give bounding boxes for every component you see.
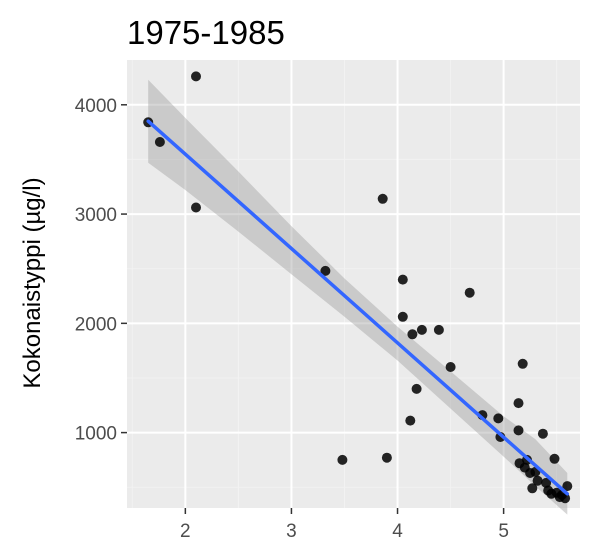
data-point <box>405 415 416 426</box>
data-point <box>381 452 392 463</box>
data-point <box>191 202 201 213</box>
data-point <box>433 324 444 335</box>
x-tick-label: 3 <box>286 521 297 542</box>
data-point <box>397 274 408 285</box>
data-point <box>464 287 475 298</box>
x-tick-label: 4 <box>392 521 403 542</box>
data-point <box>549 453 560 464</box>
regression-line <box>146 119 570 496</box>
x-tick-label: 5 <box>498 521 509 542</box>
data-point <box>562 481 573 492</box>
x-tick-label: 2 <box>180 521 191 542</box>
y-axis: 1000 2000 3000 4000 <box>75 96 127 445</box>
data-point <box>537 428 548 439</box>
y-tick-label: 1000 <box>75 424 117 445</box>
data-point <box>411 383 422 394</box>
confidence-band <box>148 79 568 515</box>
data-point <box>527 483 538 494</box>
data-point <box>493 413 504 424</box>
data-point <box>560 493 571 504</box>
data-point <box>407 329 418 340</box>
y-tick-label: 2000 <box>75 314 117 335</box>
y-tick-label: 4000 <box>75 96 117 117</box>
data-point <box>154 137 165 147</box>
chart-title: 1975-1985 <box>127 14 285 51</box>
data-point <box>337 454 348 465</box>
data-point <box>191 71 201 82</box>
y-axis-title: Kokonaistyppi (µg/l) <box>19 177 46 388</box>
data-point <box>517 358 528 369</box>
x-axis: 2 3 4 5 <box>180 508 509 542</box>
data-point <box>445 362 456 372</box>
data-point <box>320 265 331 276</box>
y-tick-label: 3000 <box>75 205 117 226</box>
data-point <box>541 477 552 488</box>
data-point <box>513 398 524 409</box>
major-gridlines <box>127 60 580 508</box>
data-point <box>416 324 427 335</box>
data-point <box>397 311 408 322</box>
data-point <box>377 193 388 204</box>
data-point <box>532 475 543 486</box>
data-point <box>513 425 524 436</box>
